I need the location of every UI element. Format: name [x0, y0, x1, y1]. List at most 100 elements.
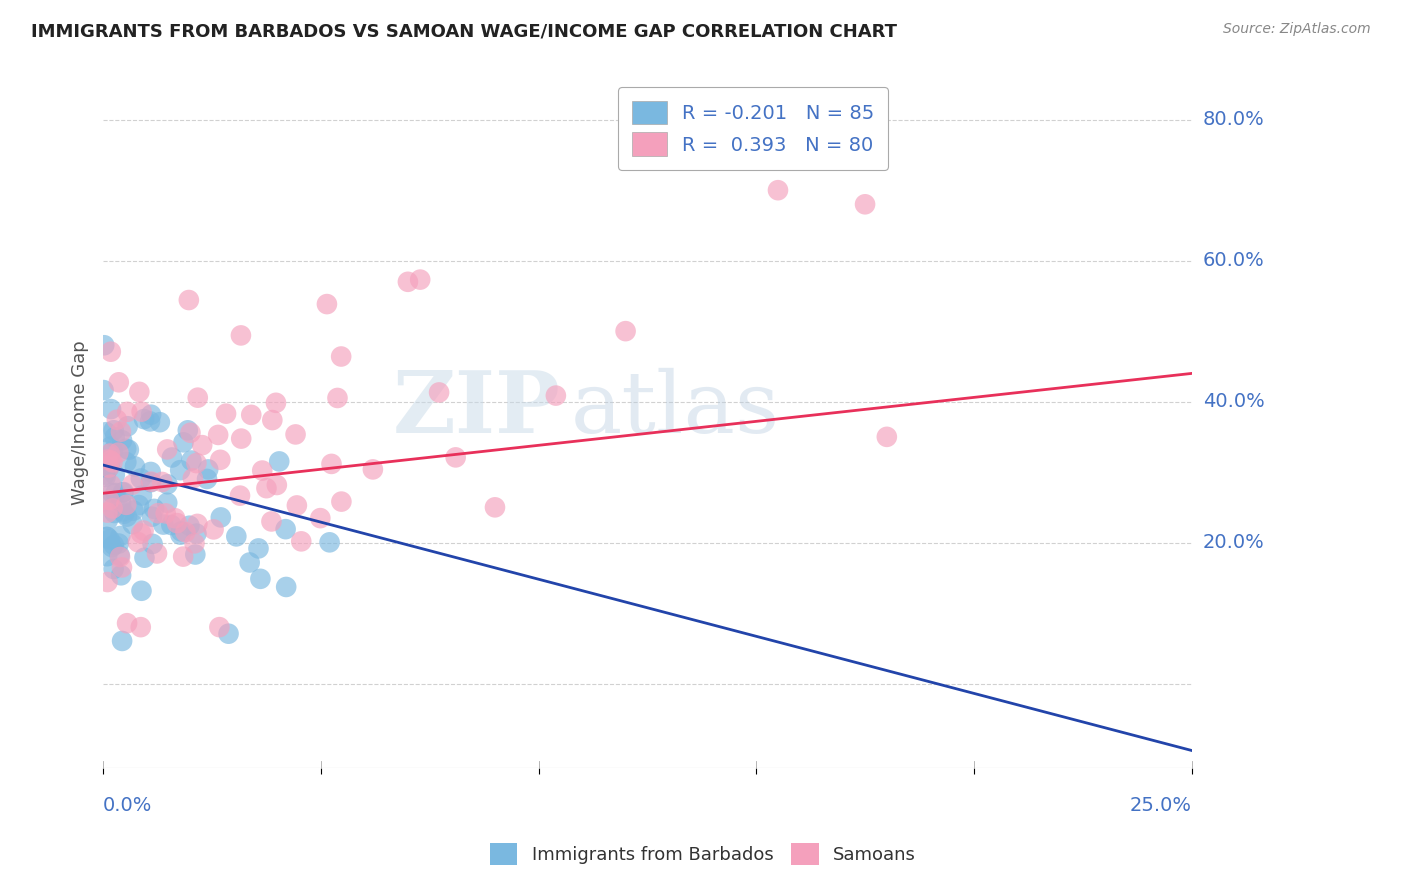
Point [544, 388, 567, 402]
Point [181, 471, 204, 485]
Point [853, 197, 876, 211]
Point [129, 620, 152, 634]
Point [115, 498, 138, 512]
Point [170, 524, 193, 539]
Point [266, 478, 288, 492]
Point [195, 472, 218, 486]
Point [127, 535, 149, 549]
Point [150, 475, 173, 489]
Text: Source: ZipAtlas.com: Source: ZipAtlas.com [1223, 22, 1371, 37]
Text: 0.0%: 0.0% [103, 796, 152, 814]
Point [98, 455, 121, 469]
Point [94, 467, 117, 482]
Point [139, 414, 162, 428]
Text: 60.0%: 60.0% [1202, 252, 1264, 270]
Point [93, 338, 115, 352]
Point [269, 454, 291, 468]
Point [112, 507, 135, 521]
Point [149, 415, 172, 429]
Point [111, 504, 134, 518]
Point [218, 626, 240, 640]
Point [249, 572, 271, 586]
Point [285, 499, 308, 513]
Point [100, 477, 122, 491]
Point [264, 396, 287, 410]
Legend: Immigrants from Barbados, Samoans: Immigrants from Barbados, Samoans [482, 836, 924, 872]
Point [184, 548, 207, 562]
Point [276, 580, 298, 594]
Point [128, 384, 150, 399]
Point [96, 530, 118, 544]
Point [179, 425, 201, 440]
Point [146, 506, 169, 520]
Point [111, 434, 134, 448]
Point [247, 541, 270, 556]
Point [132, 412, 155, 426]
Text: ZIP: ZIP [392, 367, 560, 451]
Point [326, 391, 349, 405]
Point [141, 509, 163, 524]
Point [207, 428, 229, 442]
Point [115, 509, 138, 524]
Point [202, 522, 225, 536]
Point [187, 391, 209, 405]
Point [103, 562, 125, 576]
Text: atlas: atlas [571, 368, 780, 450]
Point [484, 500, 506, 515]
Point [104, 486, 127, 500]
Point [111, 485, 134, 500]
Point [142, 537, 165, 551]
Point [129, 471, 152, 485]
Point [172, 549, 194, 564]
Point [107, 376, 129, 390]
Point [614, 324, 637, 338]
Point [156, 496, 179, 510]
Text: 80.0%: 80.0% [1202, 111, 1264, 129]
Point [111, 634, 134, 648]
Point [169, 463, 191, 477]
Text: 40.0%: 40.0% [1202, 392, 1264, 411]
Point [172, 435, 194, 450]
Point [876, 430, 898, 444]
Point [208, 620, 231, 634]
Point [316, 297, 339, 311]
Point [330, 494, 353, 508]
Point [427, 385, 450, 400]
Point [101, 455, 124, 469]
Point [444, 450, 467, 465]
Point [121, 517, 143, 532]
Text: 25.0%: 25.0% [1129, 796, 1192, 814]
Point [409, 272, 432, 286]
Legend: R = -0.201   N = 85, R =  0.393   N = 80: R = -0.201 N = 85, R = 0.393 N = 80 [619, 87, 889, 169]
Point [156, 477, 179, 491]
Point [103, 423, 125, 437]
Point [330, 350, 353, 364]
Point [100, 439, 122, 453]
Text: 20.0%: 20.0% [1202, 533, 1264, 552]
Point [93, 383, 115, 397]
Point [107, 445, 129, 459]
Point [94, 470, 117, 484]
Point [115, 442, 138, 456]
Point [177, 423, 200, 437]
Point [231, 432, 253, 446]
Point [129, 526, 152, 541]
Point [191, 438, 214, 452]
Point [274, 522, 297, 536]
Point [100, 402, 122, 417]
Point [111, 560, 134, 574]
Point [183, 536, 205, 550]
Point [215, 407, 238, 421]
Point [156, 442, 179, 457]
Point [124, 459, 146, 474]
Point [104, 467, 127, 482]
Point [100, 453, 122, 467]
Point [118, 442, 141, 457]
Point [169, 527, 191, 541]
Point [290, 534, 312, 549]
Y-axis label: Wage/Income Gap: Wage/Income Gap [72, 341, 89, 505]
Point [131, 488, 153, 502]
Point [361, 462, 384, 476]
Point [107, 536, 129, 550]
Point [177, 293, 200, 307]
